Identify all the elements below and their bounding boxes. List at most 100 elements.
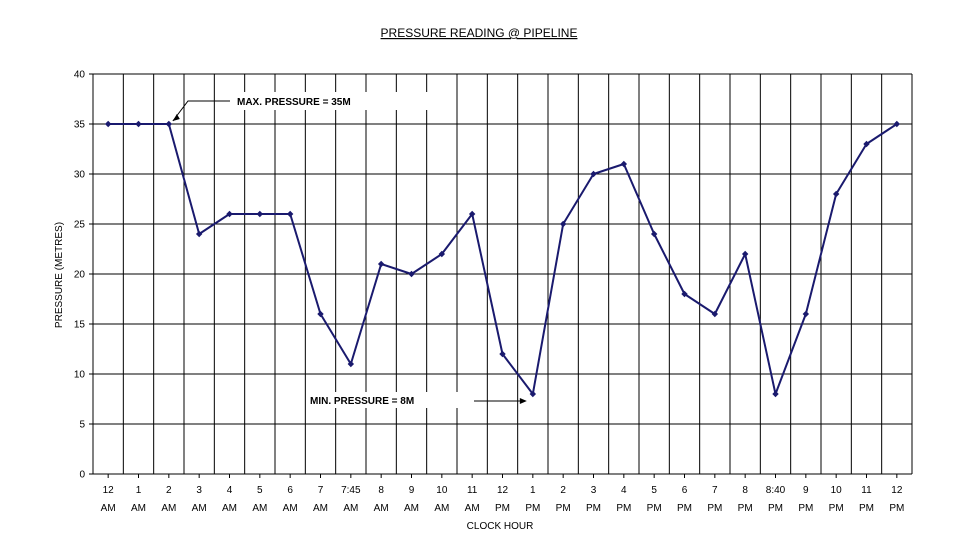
x-tick-label-period: PM	[829, 503, 844, 514]
max-annotation-text: MAX. PRESSURE = 35M	[237, 97, 351, 108]
data-point	[317, 310, 324, 318]
data-point	[377, 260, 385, 268]
max-annotation-box	[232, 92, 428, 110]
data-point	[741, 250, 749, 258]
x-tick-label-period: AM	[131, 503, 146, 514]
x-tick-label-period: AM	[283, 503, 298, 514]
x-tick-label-period: AM	[465, 503, 480, 514]
x-tick-label-hour: 4	[227, 485, 233, 496]
x-tick-label-period: PM	[647, 503, 662, 514]
x-tick-label-hour: 6	[682, 485, 688, 496]
x-tick-label-hour: 7:45	[341, 485, 361, 496]
y-tick-label: 35	[74, 120, 86, 131]
x-tick-label-hour: 8	[378, 485, 384, 496]
x-tick-label-period: PM	[768, 503, 783, 514]
x-tick-label-hour: 8	[742, 485, 748, 496]
data-point	[104, 120, 112, 128]
data-point	[256, 210, 264, 218]
y-tick-label: 20	[74, 270, 86, 281]
data-point	[286, 210, 294, 218]
x-tick-label-hour: 12	[891, 485, 903, 496]
x-tick-label-hour: 11	[861, 485, 872, 496]
data-point	[650, 230, 658, 238]
x-tick-label-period: AM	[161, 503, 176, 514]
x-tick-label-period: AM	[404, 503, 419, 514]
data-point	[408, 270, 415, 278]
data-point	[559, 220, 567, 228]
min-annotation-box	[306, 392, 464, 408]
min-annotation-text: MIN. PRESSURE = 8M	[310, 396, 414, 407]
x-tick-label-hour: 6	[287, 485, 293, 496]
data-point	[590, 170, 597, 178]
x-tick-label-hour: 10	[831, 485, 843, 496]
chart-title: PRESSURE READING @ PIPELINE	[381, 26, 578, 40]
x-tick-label-period: AM	[434, 503, 449, 514]
x-tick-label-hour: 9	[803, 485, 809, 496]
x-tick-label-period: PM	[738, 503, 753, 514]
x-tick-label-period: AM	[252, 503, 267, 514]
x-tick-label-period: AM	[222, 503, 237, 514]
x-tick-label-hour: 12	[497, 485, 509, 496]
data-point	[165, 120, 173, 128]
data-point	[802, 310, 810, 318]
y-tick-label: 25	[74, 220, 86, 231]
x-tick-label-hour: 2	[560, 485, 566, 496]
data-point	[863, 140, 870, 148]
data-point	[226, 210, 233, 218]
data-point	[893, 120, 901, 128]
data-point	[529, 390, 537, 398]
data-point	[468, 210, 476, 218]
data-point	[620, 160, 628, 168]
data-point	[195, 230, 203, 238]
x-tick-label-period: PM	[556, 503, 571, 514]
data-point	[499, 350, 506, 358]
x-tick-label-hour: 8:40	[766, 485, 786, 496]
x-tick-label-hour: 1	[530, 485, 536, 496]
x-tick-label-period: PM	[889, 503, 904, 514]
x-tick-label-period: PM	[798, 503, 813, 514]
x-tick-label-period: AM	[313, 503, 328, 514]
y-axis-ticks: 0 5 10 15 20 25 30 35 40	[74, 70, 93, 481]
x-tick-label-hour: 2	[166, 485, 172, 496]
x-tick-label-hour: 5	[257, 485, 263, 496]
data-point	[347, 360, 355, 368]
data-point	[135, 120, 142, 128]
y-tick-label: 15	[74, 320, 86, 331]
x-tick-label-period: PM	[707, 503, 722, 514]
max-annotation-leader	[172, 100, 230, 122]
y-axis-label: PRESSURE (METRES)	[54, 222, 65, 328]
x-tick-label-period: PM	[495, 503, 510, 514]
x-tick-label-hour: 10	[436, 485, 448, 496]
x-axis-ticks: 12AM1AM2AM3AM4AM5AM6AM7AM7:45AM8AM9AM10A…	[101, 474, 904, 514]
x-tick-label-hour: 4	[621, 485, 627, 496]
x-tick-label-hour: 5	[651, 485, 657, 496]
x-tick-label-period: PM	[525, 503, 540, 514]
x-tick-label-hour: 9	[409, 485, 415, 496]
x-tick-label-period: PM	[586, 503, 601, 514]
x-tick-label-period: AM	[343, 503, 358, 514]
y-tick-label: 40	[74, 70, 86, 81]
max-annotation-arrowhead	[172, 114, 180, 121]
min-annotation-arrowhead	[519, 398, 527, 404]
data-point	[711, 310, 719, 318]
y-tick-label: 0	[79, 470, 85, 481]
y-tick-label: 30	[74, 170, 86, 181]
chart-annotations: MAX. PRESSURE = 35M MIN. PRESSURE = 8M	[172, 92, 527, 408]
x-tick-label-hour: 3	[196, 485, 202, 496]
x-tick-label-period: PM	[616, 503, 631, 514]
x-tick-label-hour: 7	[318, 485, 324, 496]
x-tick-label-period: AM	[192, 503, 207, 514]
x-tick-label-hour: 1	[136, 485, 142, 496]
x-tick-label-hour: 12	[103, 485, 115, 496]
x-tick-label-hour: 7	[712, 485, 718, 496]
data-point	[438, 250, 446, 258]
y-tick-label: 10	[74, 370, 86, 381]
x-axis-label: CLOCK HOUR	[467, 521, 534, 532]
pressure-series	[104, 120, 901, 398]
chart-grid	[92, 73, 913, 475]
x-tick-label-period: AM	[101, 503, 116, 514]
data-point	[832, 190, 840, 198]
x-tick-label-hour: 11	[467, 485, 478, 496]
x-tick-label-period: PM	[859, 503, 874, 514]
